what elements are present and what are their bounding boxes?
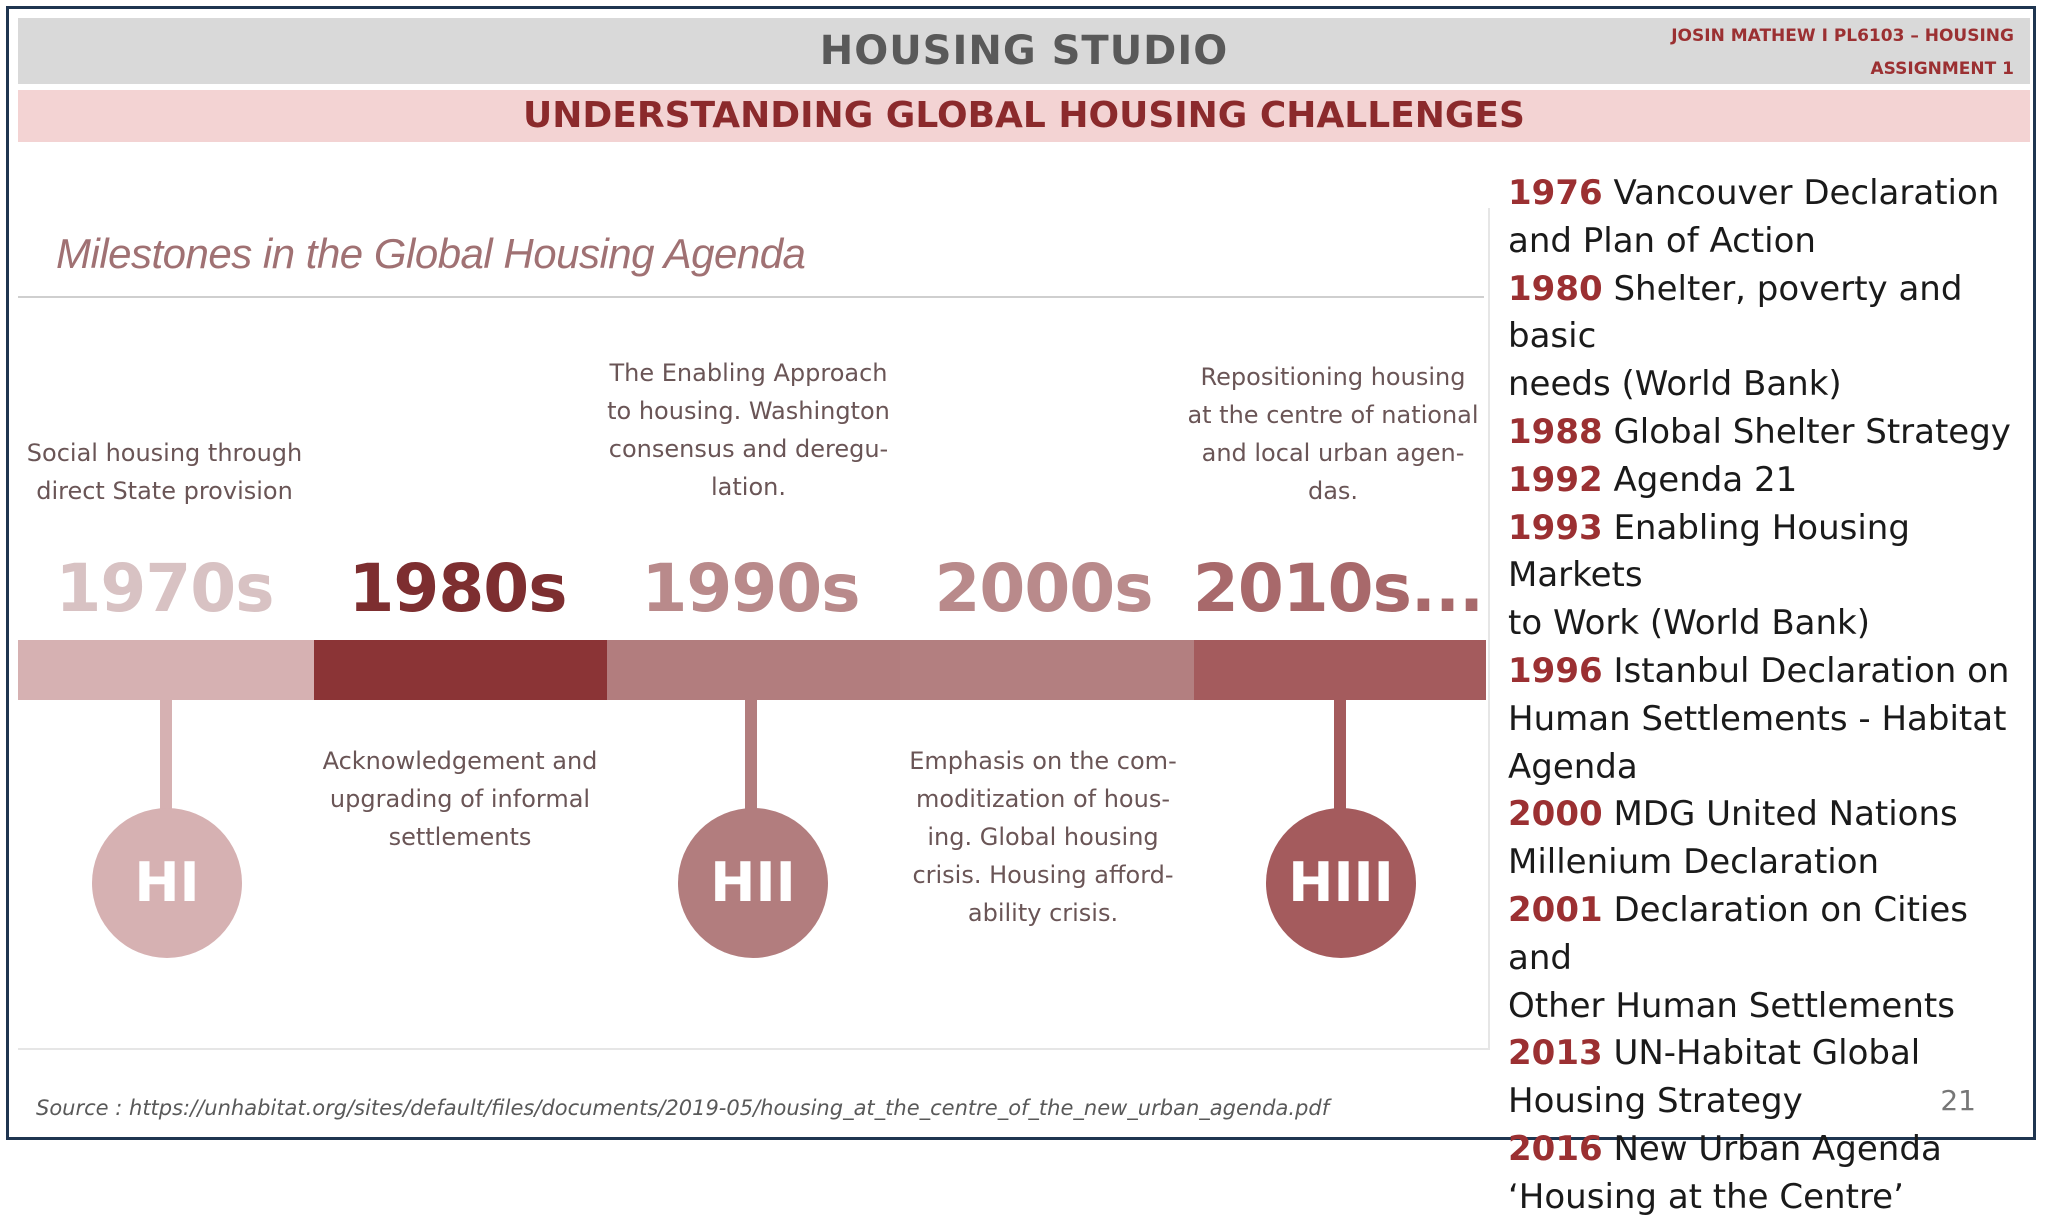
milestone-year: 1993	[1508, 507, 1603, 548]
desc-1980s: Acknowledgement and upgrading of informa…	[298, 742, 622, 856]
author-line-2: ASSIGNMENT 1	[1870, 59, 2015, 79]
milestone-year: 2000	[1508, 794, 1603, 835]
milestone-text: Istanbul Declaration on	[1602, 650, 2010, 691]
desc-1970s-line: direct State provision	[36, 477, 293, 505]
desc-1980s-line: settlements	[388, 823, 532, 851]
milestone-item: 2013 UN-Habitat Global Housing Strategy	[1508, 1030, 2028, 1126]
milestone-year: 1992	[1508, 459, 1603, 500]
milestone-year: 1988	[1508, 411, 1603, 452]
source-citation: Source : https://unhabitat.org/sites/def…	[36, 1096, 1330, 1120]
desc-1970s: Social housing through direct State prov…	[18, 434, 311, 510]
desc-2000s-line: ing. Global housing	[927, 823, 1159, 851]
milestone-item: 1992 Agenda 21	[1508, 457, 2028, 505]
desc-1990s-line: The Enabling Approach	[609, 359, 888, 387]
milestone-item: 1988 Global Shelter Strategy	[1508, 409, 2028, 457]
author-info: JOSIN MATHEW I PL6103 – HOUSING ASSIGNME…	[1671, 20, 2014, 86]
decade-1990s: 1990s	[641, 550, 861, 627]
page-number: 21	[1940, 1084, 1976, 1117]
milestone-text: Declaration on Cities and	[1508, 889, 1969, 978]
desc-1990s-line: lation.	[711, 473, 786, 501]
desc-2000s: Emphasis on the com- moditization of hou…	[898, 742, 1188, 932]
milestone-text: Global Shelter Strategy	[1602, 411, 2011, 452]
milestone-item: 2001 Declaration on Cities and Other Hum…	[1508, 887, 2028, 1030]
milestone-text: Housing Strategy	[1508, 1081, 1803, 1122]
desc-2000s-line: crisis. Housing afford-	[912, 861, 1174, 889]
slide-subtitle: UNDERSTANDING GLOBAL HOUSING CHALLENGES	[523, 95, 1525, 136]
decade-2010s: 2010s...	[1192, 550, 1484, 627]
timeline-segment-1980s	[314, 640, 607, 700]
milestone-text: Shelter, poverty and basic	[1508, 268, 1963, 357]
desc-1990s: The Enabling Approach to housing. Washin…	[602, 354, 895, 506]
decade-1980s: 1980s	[348, 550, 568, 627]
milestone-text: to Work (World Bank)	[1508, 603, 1871, 644]
milestone-text: Millenium Declaration	[1508, 842, 1880, 883]
desc-2000s-line: ability crisis.	[967, 899, 1119, 927]
desc-2000s-line: Emphasis on the com-	[909, 747, 1177, 775]
desc-1990s-line: consensus and deregu-	[608, 435, 889, 463]
title-bar: HOUSING STUDIO	[18, 18, 2030, 84]
milestone-text: Vancouver Declaration	[1602, 173, 2000, 213]
milestone-text: Human Settlements - Habitat	[1508, 698, 2007, 739]
decade-2000s: 2000s	[934, 550, 1154, 627]
milestone-item: 1980 Shelter, poverty and basic needs (W…	[1508, 266, 2028, 409]
stem-hiii	[1334, 700, 1346, 820]
timeline-segment-1990s	[607, 640, 900, 700]
milestone-text: New Urban Agenda	[1602, 1128, 1942, 1169]
timeline-segment-2000s	[900, 640, 1194, 700]
milestone-text: MDG United Nations	[1602, 794, 1958, 835]
milestone-text: Agenda	[1508, 746, 1638, 787]
milestone-list: 1976 Vancouver Declaration and Plan of A…	[1508, 170, 2028, 1222]
milestone-year: 2016	[1508, 1128, 1603, 1169]
desc-2010s-line: Repositioning housing	[1200, 363, 1466, 391]
desc-2000s-line: moditization of hous-	[916, 785, 1170, 813]
timeline-segment-2010s	[1194, 640, 1486, 700]
desc-2010s-line: and local urban agen-	[1201, 439, 1465, 467]
decade-1970s: 1970s	[55, 550, 275, 627]
phase-hii-circle: HII	[678, 808, 828, 958]
milestone-text: Enabling Housing Markets	[1508, 507, 1910, 596]
desc-1970s-line: Social housing through	[26, 439, 303, 467]
stem-hii	[745, 700, 757, 820]
desc-1980s-line: upgrading of informal	[329, 785, 591, 813]
milestone-text: needs (World Bank)	[1508, 364, 1842, 405]
author-line-1: JOSIN MATHEW I PL6103 – HOUSING	[1671, 26, 2014, 46]
phase-hiii-circle: HIII	[1266, 808, 1416, 958]
desc-2010s-line: at the centre of national	[1187, 401, 1479, 429]
subtitle-bar: UNDERSTANDING GLOBAL HOUSING CHALLENGES	[18, 90, 2030, 142]
milestone-year: 1976	[1508, 173, 1603, 213]
milestone-item: 1976 Vancouver Declaration and Plan of A…	[1508, 170, 2028, 266]
milestone-item: 2016 New Urban Agenda ‘Housing at the Ce…	[1508, 1126, 2028, 1222]
desc-2010s-line: das.	[1307, 477, 1359, 505]
stem-hi	[160, 700, 172, 820]
milestone-year: 1996	[1508, 650, 1603, 691]
milestone-item: 1996 Istanbul Declaration on Human Settl…	[1508, 648, 2028, 791]
slide-title: HOUSING STUDIO	[819, 28, 1229, 74]
timeline-segment-1970s	[18, 640, 314, 700]
desc-1980s-line: Acknowledgement and	[322, 747, 598, 775]
desc-2010s: Repositioning housing at the centre of n…	[1178, 358, 1488, 510]
milestone-text: and Plan of Action	[1508, 220, 1816, 261]
milestone-year: 2013	[1508, 1033, 1603, 1074]
milestone-year: 1980	[1508, 268, 1603, 309]
milestone-text: Agenda 21	[1602, 459, 1798, 500]
milestone-text: UN-Habitat Global	[1602, 1033, 1921, 1074]
diagram-divider	[18, 296, 1484, 298]
desc-1990s-line: to housing. Washington	[607, 397, 890, 425]
milestone-text: Other Human Settlements	[1508, 985, 1955, 1026]
milestone-item: 2000 MDG United Nations Millenium Declar…	[1508, 791, 2028, 887]
phase-hi-circle: HI	[92, 808, 242, 958]
milestones-diagram: Milestones in the Global Housing Agenda …	[18, 208, 1490, 1050]
milestone-text: ‘Housing at the Centre’	[1508, 1176, 1904, 1217]
milestone-item: 1993 Enabling Housing Markets to Work (W…	[1508, 505, 2028, 648]
milestone-year: 2001	[1508, 889, 1603, 930]
diagram-title: Milestones in the Global Housing Agenda	[56, 230, 806, 277]
